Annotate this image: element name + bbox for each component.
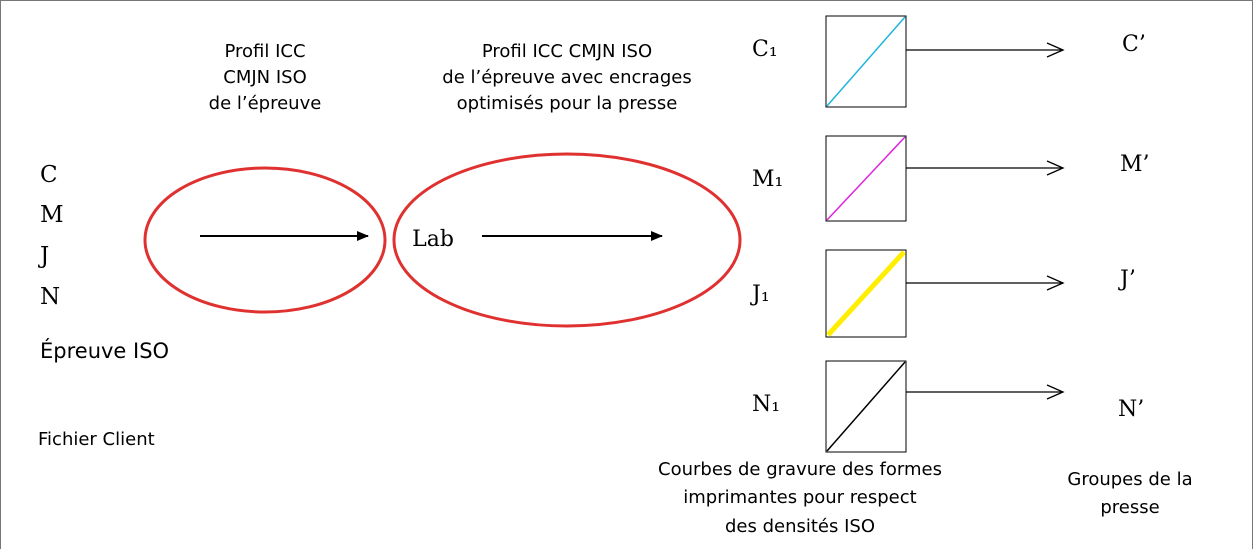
- curve: [826, 16, 906, 107]
- input-channel: M: [40, 202, 64, 228]
- center-label: Lab: [412, 227, 454, 252]
- profile-in-line: CMJN ISO: [223, 67, 307, 88]
- file-label: Fichier Client: [38, 429, 155, 450]
- proof-label: Épreuve ISO: [40, 338, 169, 363]
- curve: [826, 250, 906, 337]
- press-caption-line: Groupes de la: [1067, 469, 1192, 490]
- curve-label: N₁: [752, 392, 780, 417]
- profile-in-line: de l’épreuve: [209, 93, 322, 114]
- profile-in-line: Profil ICC: [224, 41, 305, 62]
- press-caption-line: presse: [1100, 497, 1159, 518]
- curves-caption-line: imprimantes pour respect: [683, 487, 916, 508]
- curves-caption-line: Courbes de gravure des formes: [658, 459, 942, 480]
- curve-row: M₁ M’: [752, 135, 1150, 222]
- input-channel: J: [38, 243, 49, 269]
- curve: [826, 136, 906, 221]
- curve-row: C₁ C’: [752, 15, 1146, 108]
- input-channel: C: [40, 162, 58, 188]
- output-label: N’: [1118, 397, 1144, 422]
- profile-out-line: optimisés pour la presse: [457, 93, 678, 114]
- output-label: C’: [1122, 32, 1146, 57]
- curve-label: J₁: [750, 282, 770, 307]
- curves-caption-line: des densités ISO: [725, 516, 875, 537]
- profile-in-ellipse: [143, 166, 387, 314]
- profile-out-ellipse: [392, 152, 742, 328]
- output-label: J’: [1118, 267, 1136, 292]
- curve-label: M₁: [752, 167, 783, 192]
- curve-row: J₁ J’: [750, 249, 1136, 338]
- curve-label: C₁: [752, 37, 778, 62]
- curve-row: N₁ N’: [752, 360, 1144, 453]
- curve: [826, 361, 906, 452]
- profile-out-line: de l’épreuve avec encrages: [442, 67, 691, 88]
- profile-out-line: Profil ICC CMJN ISO: [482, 41, 652, 62]
- input-channel: N: [40, 284, 60, 310]
- output-label: M’: [1120, 152, 1150, 177]
